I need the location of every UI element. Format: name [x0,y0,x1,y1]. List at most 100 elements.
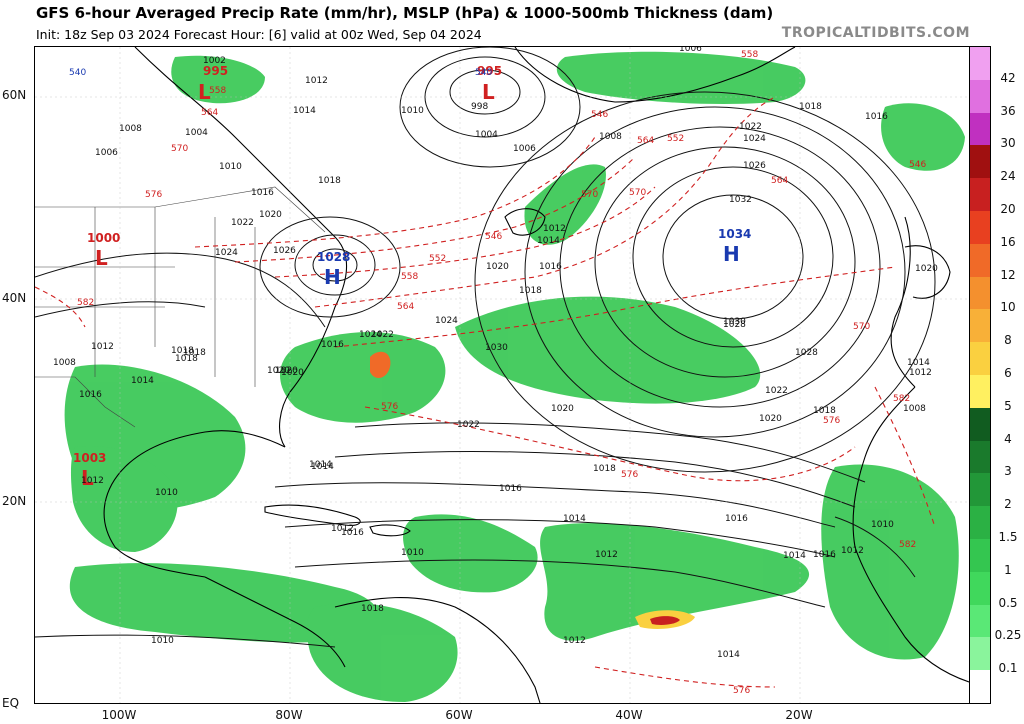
isobar-label: 1020 [275,366,298,376]
colorbar [970,46,991,704]
isobar-high-1030 [632,166,834,348]
thickness-label: 546 [485,232,502,242]
lat-label-40n: 40N [2,291,27,305]
isobar-label: 1022 [765,386,788,396]
precip-area-south-america [306,603,458,702]
colorbar-tick-label: 3 [1004,464,1012,479]
isobar-label: 1016 [499,484,522,494]
isobar-label: 1010 [871,520,894,530]
pressure-center-canada-low: 995 L [198,64,228,104]
thickness-label: 582 [899,540,916,550]
colorbar-segment [970,571,990,606]
colorbar-tick-label: 1.5 [998,530,1018,544]
colorbar-segment [970,47,990,81]
thickness-570 [334,266,896,348]
isobar-label: 1014 [563,514,586,524]
colorbar-segment [970,440,990,474]
thickness-label: 570 [629,188,646,198]
isobar-label: 1020 [267,366,290,376]
precip-core-gulf-stream [370,351,391,379]
isobar-label: 1030 [723,317,746,327]
isobar-high-1022 [474,91,936,473]
colorbar-segment [970,79,990,114]
thickness-label: 576 [823,416,840,426]
colorbar-segment [970,309,990,343]
isobar-label: 1026 [743,161,766,171]
isobar-label: 1012 [91,342,114,352]
pressure-center-letter: L [81,466,94,490]
thickness-label: 546 [909,160,926,170]
isobar-label: 1012 [81,476,104,486]
colorbar-tick-label: 16 [1000,234,1016,249]
lon-label-100w: 100W [101,708,137,722]
isobar-label: 1022 [231,218,254,228]
isobar-label: 1012 [563,636,586,646]
isobar-label: 1016 [725,514,748,524]
chart-subtitle: Init: 18z Sep 03 2024 Forecast Hour: [6]… [36,27,482,42]
lat-label-20n: 20N [2,494,27,508]
isobar-label: 1020 [551,404,574,414]
thickness-label: 552 [429,254,446,264]
isobar-label: 1006 [679,47,702,54]
isobar-label: 1006 [95,148,118,158]
isobar-label: 1020 [759,414,782,424]
pressure-center-us-high: 1028 H [317,250,350,289]
coastline-south-america [334,597,541,703]
isobar-1014-tropics [284,519,836,558]
isobar-label: 998 [471,102,488,112]
isobar-label: 1012 [543,224,566,234]
colorbar-tick-label: 42 [1000,70,1016,85]
isobar-label: 1008 [119,124,142,134]
colorbar-tick-label: 30 [1000,136,1016,151]
thickness-label: 570 [171,144,188,154]
isobar-label: 1016 [865,112,888,122]
lat-label-eq: EQ [2,696,20,710]
pressure-center-letter: H [723,242,740,266]
isobar-label: 1018 [183,348,206,358]
coastline-cuba [264,504,361,526]
isobar-label: 1014 [717,650,740,660]
precip-area-mexico [70,446,178,552]
isobar-label: 1022 [371,330,394,340]
isobar-label: 1004 [185,128,208,138]
isobar-label: 1016 [321,340,344,350]
coastline-central-america [204,576,346,668]
isobar-high-1026-us [294,234,376,296]
colorbar-segment-none [970,670,990,703]
colorbar-tick-label: 8 [1004,333,1012,348]
isobar-label: 1018 [519,286,542,296]
isobar-label: 1020 [259,210,282,220]
thickness-label: 564 [771,176,788,186]
colorbar-tick-label: 6 [1004,366,1012,380]
isobar-label: 1020 [281,368,304,378]
isobar-label: 1012 [331,524,354,534]
isobar-label: 1014 [907,358,930,368]
thickness-label: 582 [893,394,910,404]
isobar-label: 1014 [309,460,332,470]
colorbar-segment [970,276,990,310]
isobar-1008-africa [834,516,916,578]
isobar-high-1024-us [259,216,401,318]
brand-watermark[interactable]: TROPICALTIDBITS.COM [781,25,970,41]
thickness-label: 558 [401,272,418,282]
colorbar-segment [970,375,990,409]
thickness-label: 564 [201,108,218,118]
isobar-label: 1010 [401,548,424,558]
isobar-label: 1012 [305,76,328,86]
colorbar-tick-label: 0.25 [994,628,1022,643]
colorbar-segment [970,211,990,245]
precip-area-africa [821,464,959,660]
isobar-label: 1018 [813,406,836,416]
isobar-label: 1006 [513,144,536,154]
colorbar-segment [970,473,990,507]
isobar-1010-tropics [35,634,336,648]
isobar-label: 1008 [903,404,926,414]
colorbar-tick-label: 10 [1000,300,1016,315]
lon-label-20w: 20W [785,708,813,722]
coastline-africa [852,386,969,683]
isobar-label: 1004 [475,130,498,140]
precip-area-caribbean [69,563,380,643]
thickness-label: 582 [77,298,94,308]
precip-heavy-cores [370,351,695,629]
isobar-1016-west [35,301,206,318]
